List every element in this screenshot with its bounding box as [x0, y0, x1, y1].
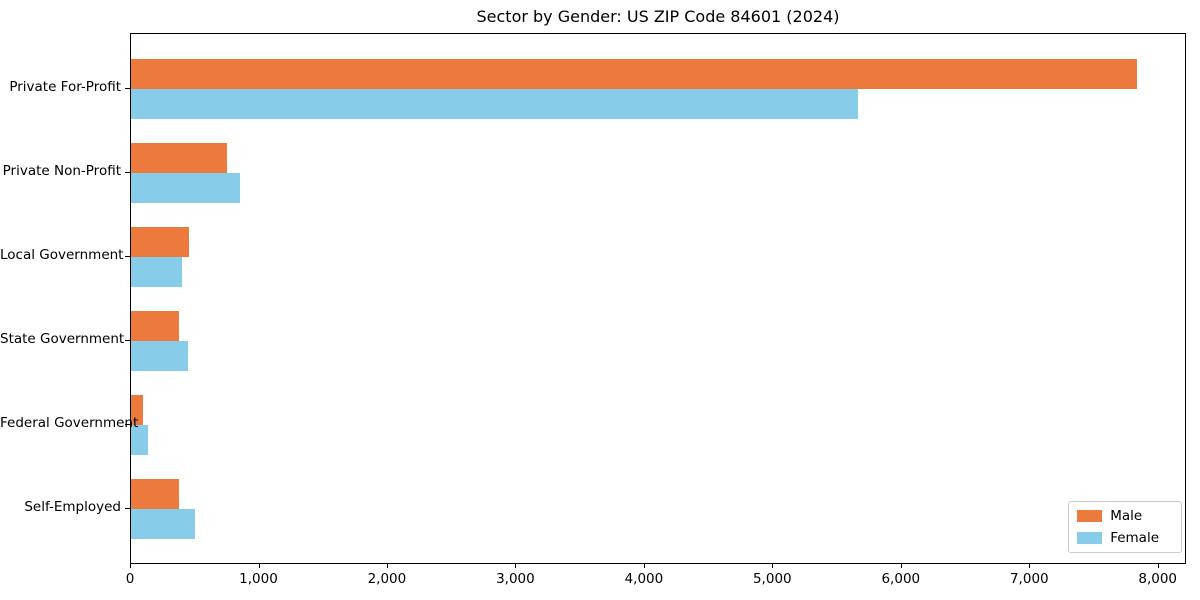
xtick-mark: [258, 563, 260, 568]
ytick-label-state-government: State Government: [0, 331, 125, 347]
bar-male-local-government: [131, 227, 189, 257]
bar-female-federal-government: [131, 425, 148, 455]
legend-label-female: Female: [1110, 530, 1159, 546]
bar-female-self-employed: [131, 509, 196, 539]
ytick-mark: [125, 88, 130, 89]
xtick-label-1000: 1,000: [239, 571, 278, 587]
bar-female-private-non-profit: [131, 173, 241, 203]
bar-female-state-government: [131, 341, 189, 371]
chart-title: Sector by Gender: US ZIP Code 84601 (202…: [476, 7, 840, 26]
bar-female-local-government: [131, 257, 183, 287]
bar-male-private-for-profit: [131, 59, 1137, 89]
xtick-mark: [386, 563, 388, 568]
ytick-mark: [125, 508, 130, 509]
legend-entry-male: Male: [1077, 508, 1173, 524]
legend-label-male: Male: [1110, 508, 1143, 524]
xtick-label-5000: 5,000: [752, 571, 792, 587]
legend-swatch-female: [1077, 532, 1103, 544]
xtick-label-6000: 6,000: [881, 571, 921, 587]
legend-entry-female: Female: [1077, 530, 1173, 546]
xtick-mark: [1029, 563, 1031, 568]
xtick-mark: [1157, 563, 1159, 568]
ytick-mark: [125, 256, 130, 257]
ytick-label-federal-government: Federal Government: [0, 415, 139, 431]
xtick-mark: [130, 563, 131, 568]
xtick-mark: [900, 563, 902, 568]
ytick-mark: [125, 424, 130, 425]
xtick-label-4000: 4,000: [624, 571, 664, 587]
ytick-label-private-non-profit: Private Non-Profit: [2, 163, 121, 179]
bar-male-private-non-profit: [131, 143, 227, 173]
legend-swatch-male: [1077, 510, 1103, 522]
ytick-mark: [125, 172, 130, 173]
plot-area: Male Female: [130, 33, 1186, 564]
bar-male-state-government: [131, 311, 180, 341]
legend: Male Female: [1068, 501, 1182, 553]
xtick-label-2000: 2,000: [367, 571, 407, 587]
bar-female-private-for-profit: [131, 89, 858, 119]
ytick-label-self-employed: Self-Employed: [24, 499, 121, 515]
xtick-label-7000: 7,000: [1009, 571, 1049, 587]
xtick-label-8000: 8,000: [1138, 571, 1178, 587]
bar-male-self-employed: [131, 479, 179, 509]
xtick-label-3000: 3,000: [496, 571, 535, 587]
xtick-mark: [643, 563, 645, 568]
ytick-mark: [125, 340, 130, 341]
ytick-label-local-government: Local Government: [0, 247, 124, 263]
xtick-mark: [515, 563, 517, 568]
xtick-mark: [772, 563, 774, 568]
xtick-label-0: 0: [125, 571, 135, 587]
bar-male-federal-government: [131, 395, 144, 425]
ytick-label-private-for-profit: Private For-Profit: [9, 79, 121, 95]
